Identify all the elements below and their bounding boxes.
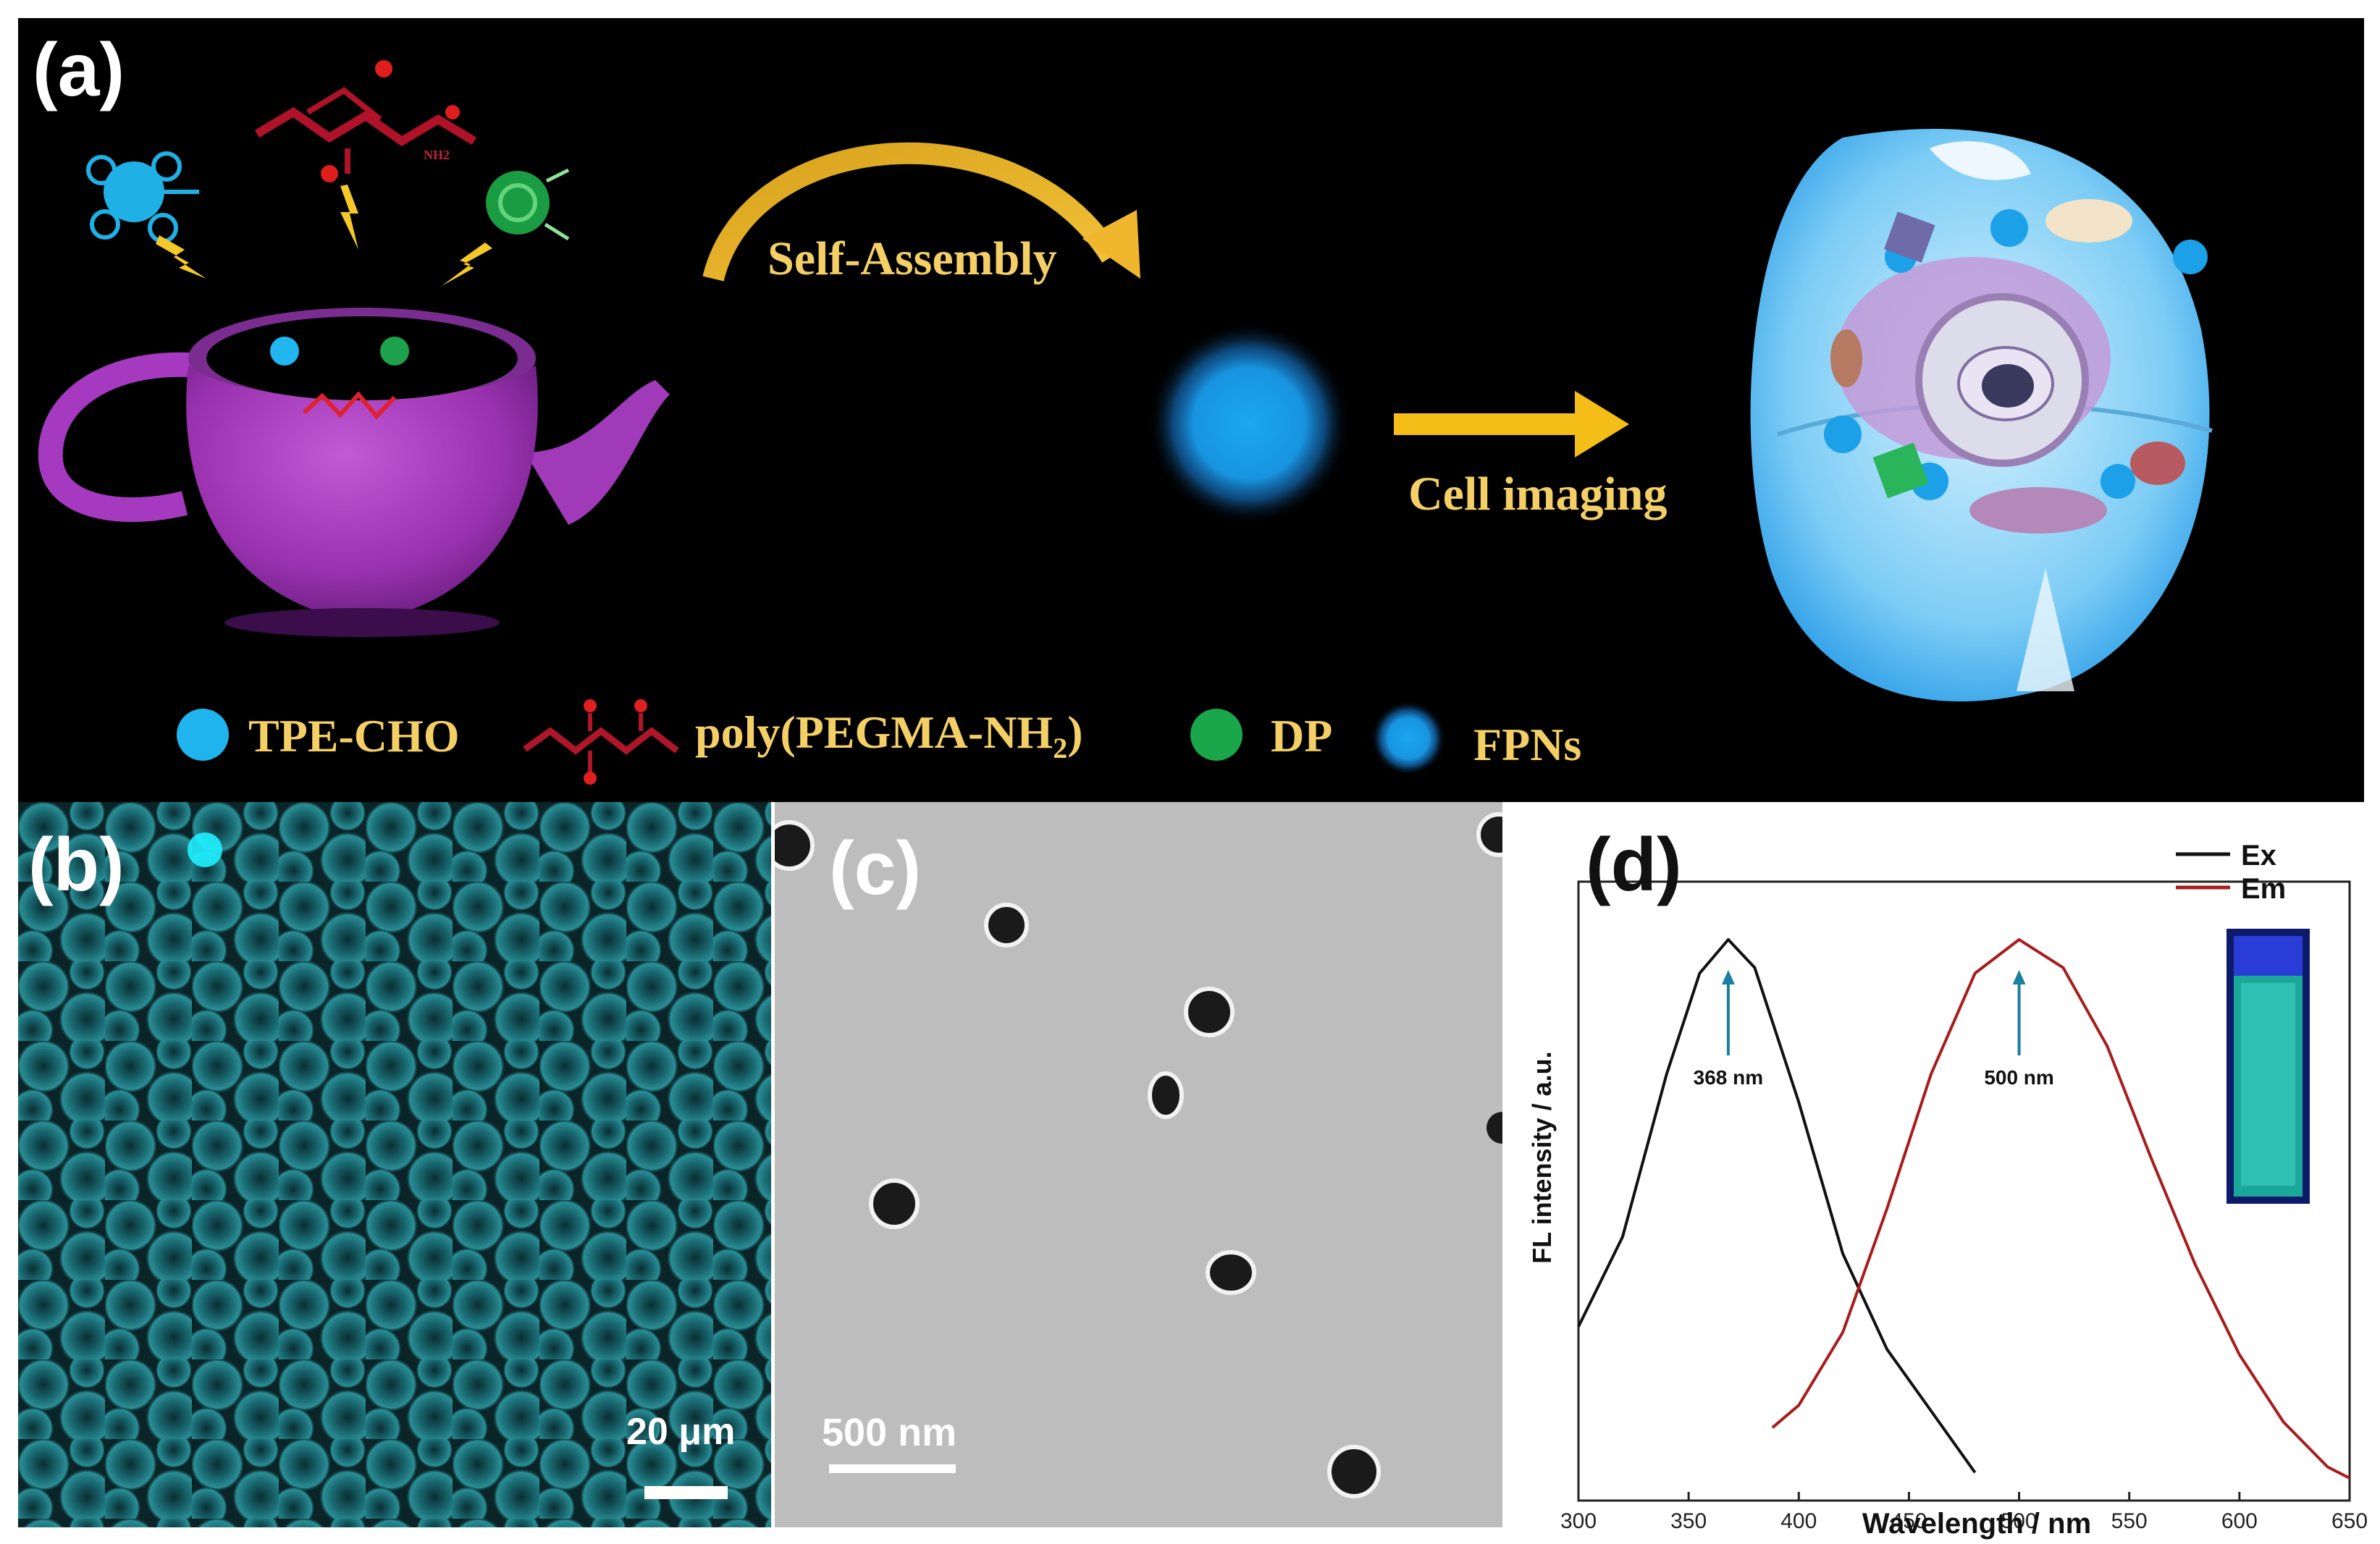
nanoparticle-dots: [775, 812, 1502, 1498]
lightning-icon: [156, 185, 492, 286]
panel-c-scale-label: 500 nm: [822, 1411, 957, 1454]
legend-polymer-prefix: poly(PEGMA-NH: [695, 706, 1054, 758]
polymer-nh2-label: NH2: [424, 148, 450, 162]
panel-b-fluorescence-image: (b) 20 μm: [18, 802, 771, 1527]
panel-b-scale-label: 20 μm: [626, 1411, 736, 1453]
fpn-nanoparticle-icon: [1148, 322, 1350, 525]
legend-fpn-icon: [1371, 701, 1446, 776]
panel-d-spectrum-chart: 300 350 400 450 500 550 600 650 368 nm 500 nm (d…: [1506, 802, 2380, 1540]
x-tick-label-600: 600: [2221, 1509, 2258, 1533]
peak-arrowhead-368: [1721, 970, 1735, 984]
legend-dp-label: DP: [1271, 710, 1333, 762]
x-tick-label-300: 300: [1560, 1509, 1597, 1533]
x-tick-label-350: 350: [1670, 1509, 1707, 1533]
legend-polymer-label: poly(PEGMA-NH2): [695, 709, 1083, 763]
x-tick-label-550: 550: [2111, 1509, 2148, 1533]
peak-label-368: 368 nm: [1694, 1066, 1764, 1089]
dp-molecule-icon: [486, 168, 570, 241]
peak-arrowhead-500: [2012, 970, 2026, 984]
scale-bar-c: [829, 1464, 956, 1473]
legend-polymer-subscript: 2: [1053, 731, 1068, 764]
series-line-ex: [1577, 938, 1977, 1474]
y-axis-label: FL intensity / a.u.: [1527, 1051, 1557, 1264]
scale-bar-b: [644, 1486, 728, 1499]
panel-a-label: (a): [33, 28, 125, 112]
x-tick-label-500: 500: [2001, 1509, 2038, 1533]
x-tick-label-450: 450: [1891, 1509, 1927, 1533]
peak-label-500: 500 nm: [1984, 1066, 2054, 1089]
panel-c-tem-image: (c) 500 nm: [775, 802, 1502, 1527]
polymer-molecule-icon: [254, 60, 477, 182]
panel-d-label: (d): [1586, 823, 1682, 907]
cell-illustration-icon: [1750, 128, 2213, 702]
cuvette-inset-icon: [2226, 929, 2310, 1204]
teapot-icon: [38, 308, 670, 637]
legend-dp-icon: [1190, 709, 1242, 761]
legend-em-label: Em: [2241, 873, 2287, 905]
legend-polymer-suffix: ): [1067, 706, 1083, 758]
plot-frame: [1577, 880, 2351, 1502]
legend-tpe-cho-label: TPE-CHO: [248, 710, 460, 762]
cell-imaging-label: Cell imaging: [1408, 468, 1668, 520]
x-axis-label: Wavelength / nm: [1862, 1508, 2092, 1540]
legend-polymer-icon: [523, 699, 679, 785]
panel-c-label: (c): [829, 827, 922, 911]
series-line-em: [1771, 938, 2350, 1480]
cell-imaging-arrow-icon: [1394, 391, 1629, 457]
legend-ex-label: Ex: [2241, 840, 2276, 872]
self-assembly-label: Self-Assembly: [768, 232, 1057, 285]
panel-a-scheme: (a): [18, 18, 2364, 802]
legend-tpe-cho-icon: [177, 709, 229, 761]
legend-fpn-label: FPNs: [1473, 719, 1582, 770]
tpe-cho-molecule-icon: [86, 151, 199, 243]
x-tick-label-400: 400: [1780, 1509, 1817, 1533]
self-assembly-arrow-icon: [702, 142, 1140, 282]
panel-b-label: (b): [28, 823, 125, 907]
x-tick-label-650: 650: [2331, 1509, 2368, 1533]
